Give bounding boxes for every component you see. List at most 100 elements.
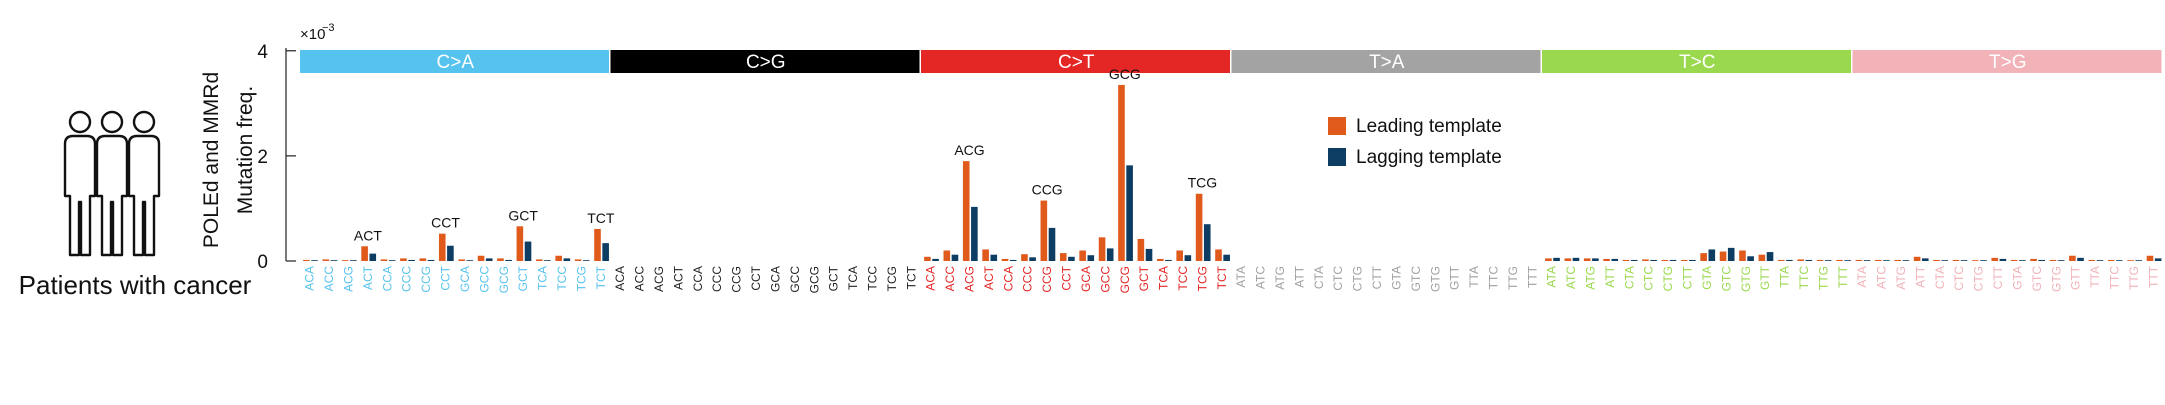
bar [1098,237,1106,261]
category-label: CTG [1351,266,1365,291]
bar [380,259,388,261]
bar [555,255,562,261]
category-label: GCA [458,266,472,292]
bar [1766,252,1774,261]
category-label: TTG [1816,266,1830,290]
substitution-label: T>A [1369,52,1405,73]
category-label: TTA [1778,266,1792,288]
bar [1836,259,1843,261]
category-label: CTG [1972,266,1986,291]
category-label: TCT [594,265,608,289]
bar [1165,259,1172,261]
category-label: GTA [2010,266,2024,290]
y-axis-label-line2: Mutation freq. [234,86,257,214]
three-people-icon [63,110,161,257]
bar [505,259,512,261]
category-label: ACG [652,266,666,292]
category-label: CCG [419,266,433,293]
category-label: GTA [1389,266,1403,290]
bar [2135,260,2143,261]
bar [1145,248,1153,261]
category-label: GCC [1098,266,1112,293]
category-label: ATG [1584,266,1598,290]
category-label: CCG [1040,266,1054,293]
category-label: TCC [1176,266,1190,291]
bar [2096,260,2104,261]
substitution-block [921,50,1230,73]
category-label: CCA [691,266,705,291]
category-label: TCT [904,265,918,289]
category-label: GCT [827,265,841,291]
bar [1758,254,1766,261]
annotations: ACT CCT GCT TCT ACG CCG GCG TCG [354,66,1217,243]
bar [1118,84,1125,261]
category-label: ATT [1913,265,1927,287]
category-label: GCG [1118,266,1132,293]
substitution-header: C>A C>G C>T T>A T>C T>G [300,50,2162,73]
bar [535,259,543,261]
category-label: CTG [1661,266,1675,291]
bar-annotation: CCT [431,215,460,231]
bar [1689,259,1696,261]
bar [1777,259,1785,261]
category-label: GTC [1409,266,1423,292]
bar [1068,256,1075,261]
bar [1223,254,1230,261]
bar [1603,258,1610,261]
substitution-block [1852,50,2162,73]
bar [2107,259,2115,261]
substitution-label: C>A [437,52,475,73]
category-label: TCA [846,266,860,290]
bar [1156,258,1164,261]
category-label: CCT [749,265,763,290]
category-label: GCC [788,266,802,293]
category-label: TCC [555,266,569,291]
bar [1572,257,1580,261]
bar [1991,257,1999,261]
bar [388,260,396,261]
category-label: GCA [768,266,782,292]
bar [1863,260,1871,261]
y-tick-label: 2 [257,147,268,168]
category-label: GTG [1428,266,1442,292]
bar [2030,258,2037,261]
bar-annotation: CCG [1032,182,1063,198]
bar [990,254,998,261]
bar [544,260,551,261]
bar [1642,259,1649,261]
bar [1126,165,1133,261]
bar [1883,260,1890,261]
bar [1999,258,2007,261]
bar [447,245,454,261]
axes: 0 2 4 ×10−3 POLEd and MMRd Mutation freq. [200,22,335,273]
bar [477,255,485,261]
bar [2077,257,2084,261]
bar [1630,259,1638,261]
bar [1203,224,1211,261]
bar [1680,259,1688,261]
category-label: CTT [1681,265,1695,289]
bar-annotation: ACT [354,227,382,243]
bar [408,259,415,261]
bar [1980,260,1987,261]
bar [1875,259,1882,261]
patients-caption: Patients with cancer [18,270,252,300]
bar [1902,260,1910,261]
category-label: ACC [943,266,957,292]
category-label: CCT [439,265,453,290]
category-label: ATG [1894,266,1908,290]
bar [419,258,427,261]
bar [1001,258,1009,261]
bar [1553,257,1560,261]
category-label: GTA [1700,266,1714,290]
category-label: GTT [2069,265,2083,290]
category-label: ATC [1875,266,1889,289]
bar [516,226,524,261]
bar-annotation: GCG [1109,66,1141,82]
y-tick-label: 4 [257,42,268,63]
bar [932,258,939,261]
bar [1661,259,1669,261]
bar [1087,255,1095,261]
substitution-label: T>G [1989,52,2026,73]
